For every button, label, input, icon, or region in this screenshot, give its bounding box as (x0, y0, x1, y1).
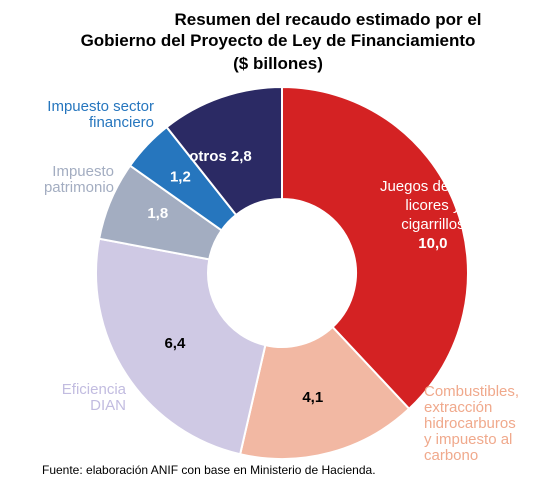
source-note: Fuente: elaboración ANIF con base en Min… (42, 463, 376, 477)
value-label-juegos-line-1: Juegos de azar, (380, 178, 486, 195)
label-impuesto-patrimonio: Impuesto patrimonio (43, 163, 114, 196)
value-label-juegos-line-4: 10,0 (418, 235, 447, 252)
value-label-6: otros 2,8 (189, 148, 252, 165)
value-label-2: 4,1 (302, 389, 323, 406)
value-label-juegos-line-2: licores y (405, 197, 461, 214)
slice-2 (238, 325, 411, 460)
value-label-5: 1,2 (170, 169, 191, 186)
value-label-4: 1,8 (147, 205, 168, 222)
slice-1 (281, 85, 469, 411)
value-label-juegos-line-3: cigarrillos (401, 216, 464, 233)
label-eficiencia-dian: Eficiencia DIAN (61, 381, 126, 414)
value-label-3: 6,4 (164, 335, 186, 352)
slice-6 (165, 85, 283, 217)
slices-layer (95, 85, 469, 460)
chart-title-line-1: Resumen del recaudo estimado por el (174, 10, 482, 29)
inner-labels-layer: Juegos de azar, licores y cigarrillos 10,0 4… (147, 148, 486, 406)
slice-3 (95, 237, 267, 456)
label-impuesto-sector-financiero: Impuesto sector financiero (47, 98, 154, 131)
chart-title-line-3: ($ billones) (233, 54, 323, 73)
chart-title-line-2: Gobierno del Proyecto de Ley de Financia… (80, 31, 476, 50)
label-combustibles: Combustibles, extracción hidrocarburos y… (424, 383, 520, 464)
